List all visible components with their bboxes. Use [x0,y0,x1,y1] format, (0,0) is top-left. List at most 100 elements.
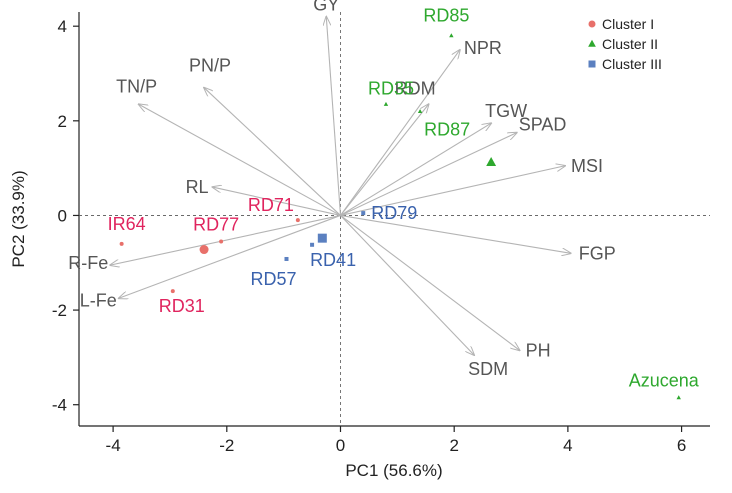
y-tick-label: 4 [58,17,67,36]
point-label: RD57 [250,269,296,289]
vector-label: NPR [464,38,502,58]
point-marker [119,241,124,246]
point-label: Azucena [629,371,700,391]
vector-arrow [119,214,341,298]
vector-msi: MSI [340,156,603,216]
vector-arrow [139,104,341,216]
y-axis-ticks: -4 -2 0 2 4 [52,17,79,415]
point-rd71: RD71 [248,195,300,223]
vector-arrow [340,133,516,216]
vector-arrow [340,214,570,253]
vector-label: TGW [485,101,527,121]
point-label: RD87 [424,119,470,139]
vector-label: L-Fe [80,290,117,310]
vector-arrow [340,215,474,355]
cluster-centroid-marker [486,157,497,167]
vector-gy: GY [313,0,342,216]
vector-tgw: TGW [340,101,527,216]
point-ir64: IR64 [108,214,146,246]
vector-arrow [340,50,459,216]
point-rd79: RD79 [361,203,417,223]
observation-points: IR64 RD77RD31RD71RD85RD35RD87AzucenaRD79R… [108,6,700,400]
point-rd85: RD85 [423,6,469,38]
legend-item-cluster-i: Cluster I [588,16,654,32]
point-marker [284,256,289,261]
vector-label: RL [186,177,209,197]
point-marker [295,218,300,223]
plot-frame [78,12,710,427]
point-label: RD77 [193,214,239,234]
legend-label: Cluster III [602,56,662,72]
series-cluster-iii: RD79 RD41 RD57 [250,203,417,289]
cluster-centroid-marker [199,245,209,255]
y-axis-title: PC2 (33.9%) [9,170,28,267]
vector-ph: PH [340,215,551,360]
vector-label: GY [313,0,339,15]
point-label: RD35 [368,78,414,98]
point-label: RD31 [159,296,205,316]
vector-label: RDM [395,78,436,98]
point-marker [383,101,389,106]
series-cluster-i: IR64 RD77 RD31 RD71 [108,195,300,316]
vector-arrow [340,123,491,216]
point-rd87: RD87 [417,108,470,139]
vector-arrow [340,166,565,216]
x-axis-ticks: -4 -2 0 2 4 6 [106,426,686,455]
legend-label: Cluster I [602,16,654,32]
vector-fgp: FGP [340,214,616,263]
point-rd31: RD31 [159,289,205,316]
x-tick-label: 0 [336,436,345,455]
x-tick-label: -2 [219,436,234,455]
point-marker [449,33,454,38]
vector-l-fe: L-Fe [80,214,341,310]
vector-rdm: RDM [340,78,436,216]
y-tick-label: 0 [58,206,67,225]
x-tick-label: 4 [563,436,572,455]
vector-r-fe: R-Fe [68,214,341,273]
point-label: IR64 [108,214,146,234]
point-marker [676,395,681,400]
cluster-centroid-marker [317,233,327,243]
vector-label: PN/P [189,56,231,76]
legend-marker [588,39,596,47]
legend-marker [588,60,596,68]
x-axis-title: PC1 (56.6%) [345,461,442,480]
legend-frame [584,12,702,78]
point-rd41: RD41 [310,242,356,270]
point-label: RD85 [423,6,469,26]
y-tick-label: -2 [52,301,67,320]
point-label: RD71 [248,195,294,215]
legend-label: Cluster II [602,36,658,52]
point-rd35: RD35 [368,78,414,106]
vector-label: MSI [571,156,603,176]
vector-rl: RL [186,177,341,216]
vector-label: PH [526,340,551,360]
point-marker [310,242,315,247]
series-cluster-ii: RD85 RD35 RD87 Azucena [368,6,700,400]
vector-arrow [340,104,428,216]
reference-lines [79,12,710,426]
point-marker [219,239,224,244]
vector-pn-p: PN/P [189,56,341,216]
legend-item-cluster-ii: Cluster II [588,36,658,52]
vector-label: SDM [468,359,508,379]
vector-label: R-Fe [68,253,108,273]
legend: Cluster I Cluster II Cluster III [584,12,702,78]
x-tick-label: 6 [677,436,686,455]
y-tick-label: 2 [58,112,67,131]
point-rd57: RD57 [250,256,297,289]
vector-tn-p: TN/P [116,76,341,216]
legend-marker [588,20,596,28]
y-tick-label: -4 [52,396,67,415]
vector-arrow [110,214,341,265]
x-tick-label: -4 [106,436,121,455]
point-rd77: RD77 [193,214,239,244]
vector-sdm: SDM [340,215,508,379]
vector-label: SPAD [519,115,567,135]
legend-item-cluster-iii: Cluster III [588,56,662,72]
vector-npr: NPR [340,38,502,216]
vector-label: TN/P [116,76,157,96]
vector-arrow [326,17,342,216]
vector-arrow [213,187,341,216]
